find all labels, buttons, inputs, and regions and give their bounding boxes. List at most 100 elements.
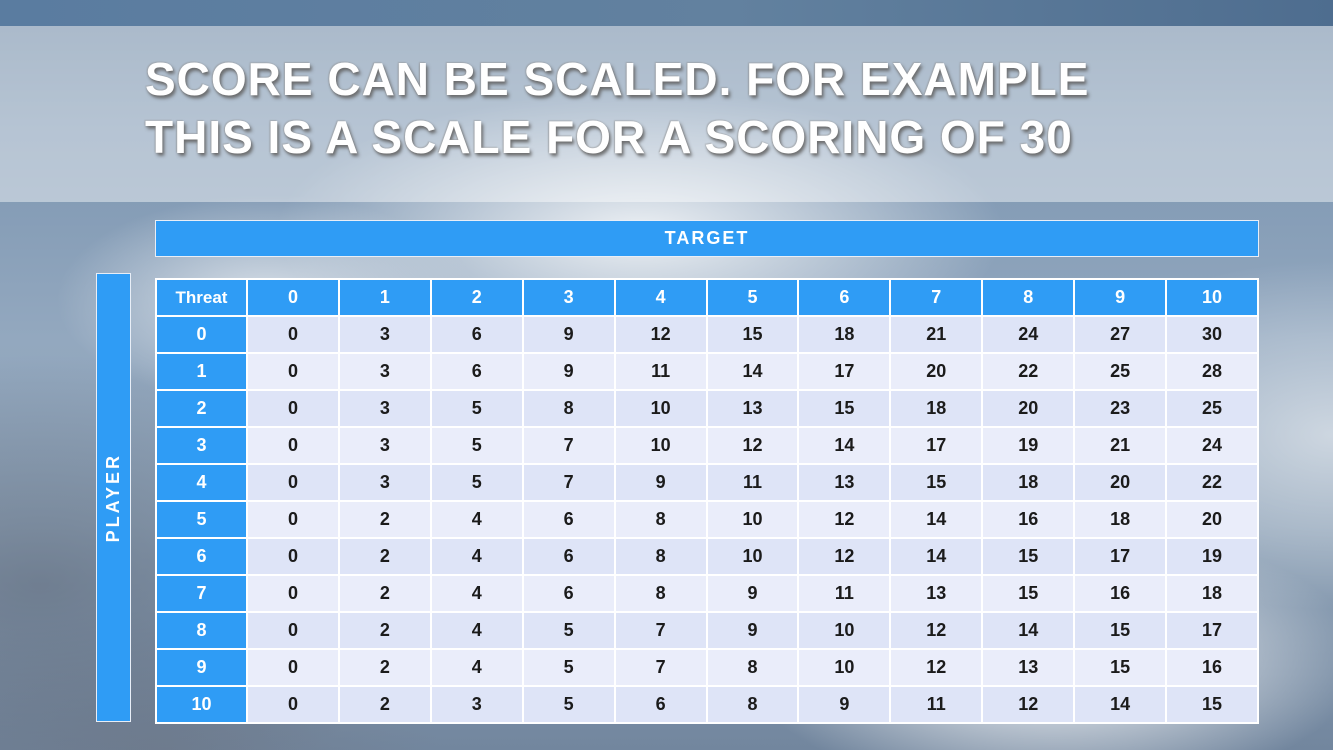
score-cell: 0 (246, 500, 340, 539)
score-cell: 15 (1073, 648, 1168, 687)
column-header: 8 (981, 278, 1076, 317)
score-cell: 22 (981, 352, 1076, 391)
score-cell: 10 (797, 648, 892, 687)
table-row: 8 0 2 4 5 7 9 10 12 14 15 17 (155, 611, 1259, 650)
score-cell: 0 (246, 426, 340, 465)
score-cell: 3 (337, 426, 432, 465)
target-axis-header: TARGET (155, 220, 1259, 257)
table-header: Threat 0 1 2 3 4 5 6 7 8 9 10 (155, 278, 1259, 317)
score-cell: 9 (521, 352, 616, 391)
score-cell: 7 (613, 648, 708, 687)
score-table: Threat 0 1 2 3 4 5 6 7 8 9 10 0 0 3 6 9 12 15 18 21 24 27 30 1 0… (155, 278, 1259, 724)
score-cell: 9 (521, 315, 616, 354)
score-cell: 12 (797, 537, 892, 576)
score-cell: 3 (337, 352, 432, 391)
score-cell: 0 (246, 352, 340, 391)
score-cell: 15 (1165, 685, 1259, 724)
score-cell: 8 (613, 537, 708, 576)
score-cell: 25 (1165, 389, 1259, 428)
score-cell: 6 (521, 574, 616, 613)
score-cell: 2 (337, 685, 432, 724)
table-row: 6 0 2 4 6 8 10 12 14 15 17 19 (155, 537, 1259, 576)
score-cell: 5 (429, 426, 524, 465)
score-cell: 5 (521, 648, 616, 687)
score-cell: 12 (981, 685, 1076, 724)
row-header: 9 (155, 648, 248, 687)
column-header: 7 (889, 278, 984, 317)
score-cell: 18 (797, 315, 892, 354)
score-cell: 2 (337, 537, 432, 576)
header-row: Threat 0 1 2 3 4 5 6 7 8 9 10 (155, 278, 1259, 317)
column-header: 1 (337, 278, 432, 317)
score-cell: 14 (797, 426, 892, 465)
score-cell: 24 (981, 315, 1076, 354)
score-cell: 14 (705, 352, 800, 391)
score-cell: 0 (246, 537, 340, 576)
score-cell: 17 (797, 352, 892, 391)
score-cell: 15 (797, 389, 892, 428)
score-cell: 17 (1165, 611, 1259, 650)
score-cell: 3 (337, 315, 432, 354)
score-cell: 6 (429, 352, 524, 391)
score-cell: 20 (1073, 463, 1168, 502)
score-cell: 13 (797, 463, 892, 502)
score-cell: 13 (981, 648, 1076, 687)
score-cell: 12 (705, 426, 800, 465)
row-header: 4 (155, 463, 248, 502)
score-cell: 17 (1073, 537, 1168, 576)
score-cell: 28 (1165, 352, 1259, 391)
score-cell: 23 (1073, 389, 1168, 428)
score-cell: 0 (246, 315, 340, 354)
row-header: 0 (155, 315, 248, 354)
score-cell: 9 (705, 574, 800, 613)
score-cell: 2 (337, 500, 432, 539)
score-cell: 16 (981, 500, 1076, 539)
score-cell: 0 (246, 463, 340, 502)
row-header: 8 (155, 611, 248, 650)
score-cell: 5 (521, 685, 616, 724)
score-cell: 14 (889, 537, 984, 576)
table-body: 0 0 3 6 9 12 15 18 21 24 27 30 1 0 3 6 9 11 14 17 20 22 25 28 2 0… (155, 315, 1259, 724)
table-row: 0 0 3 6 9 12 15 18 21 24 27 30 (155, 315, 1259, 354)
score-cell: 27 (1073, 315, 1168, 354)
score-cell: 21 (1073, 426, 1168, 465)
score-cell: 19 (1165, 537, 1259, 576)
score-cell: 0 (246, 685, 340, 724)
score-cell: 2 (337, 611, 432, 650)
score-cell: 0 (246, 648, 340, 687)
score-cell: 13 (889, 574, 984, 613)
score-cell: 4 (429, 648, 524, 687)
score-cell: 10 (613, 426, 708, 465)
row-header: 2 (155, 389, 248, 428)
score-cell: 4 (429, 574, 524, 613)
score-cell: 15 (1073, 611, 1168, 650)
score-cell: 7 (521, 426, 616, 465)
row-header: 7 (155, 574, 248, 613)
score-cell: 19 (981, 426, 1076, 465)
score-cell: 20 (981, 389, 1076, 428)
corner-cell-threat: Threat (155, 278, 248, 317)
score-cell: 11 (705, 463, 800, 502)
score-cell: 9 (797, 685, 892, 724)
score-cell: 14 (1073, 685, 1168, 724)
score-cell: 3 (337, 463, 432, 502)
score-cell: 15 (889, 463, 984, 502)
column-header: 9 (1073, 278, 1168, 317)
table-row: 1 0 3 6 9 11 14 17 20 22 25 28 (155, 352, 1259, 391)
score-cell: 5 (429, 389, 524, 428)
score-cell: 20 (889, 352, 984, 391)
score-cell: 6 (429, 315, 524, 354)
player-axis-label: PLAYER (103, 452, 123, 543)
score-cell: 15 (981, 537, 1076, 576)
score-cell: 12 (797, 500, 892, 539)
score-cell: 18 (1165, 574, 1259, 613)
table-row: 5 0 2 4 6 8 10 12 14 16 18 20 (155, 500, 1259, 539)
score-cell: 14 (981, 611, 1076, 650)
score-cell: 0 (246, 389, 340, 428)
score-cell: 4 (429, 537, 524, 576)
score-cell: 6 (613, 685, 708, 724)
score-cell: 15 (705, 315, 800, 354)
score-cell: 0 (246, 574, 340, 613)
column-header: 0 (246, 278, 340, 317)
